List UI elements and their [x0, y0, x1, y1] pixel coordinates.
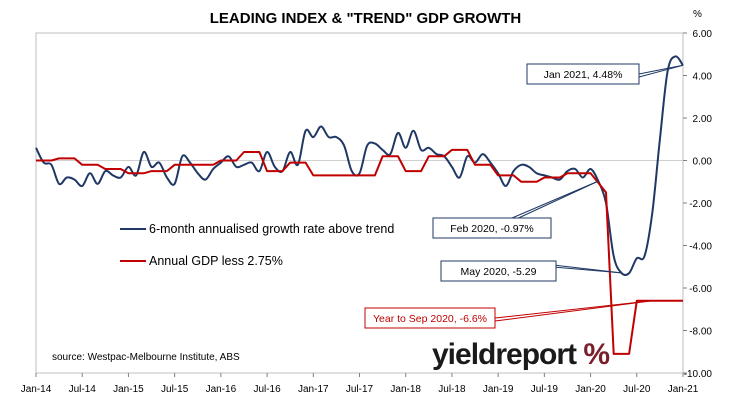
x-tick-label: Jul-20 [623, 384, 651, 395]
annotation-box-4 [364, 307, 496, 329]
y-tick-label: -2.00 [689, 199, 712, 210]
x-tick-label: Jul-16 [253, 384, 281, 395]
annotation-box-3 [440, 260, 557, 282]
y-tick-label: -8.00 [689, 327, 712, 338]
x-tick-label: Jan-16 [206, 384, 237, 395]
annotation-leader-b-1 [638, 64, 684, 78]
logo-text: yieldreport [432, 338, 577, 371]
y-tick-label: -4.00 [689, 242, 712, 253]
y-tick-label: 4.00 [693, 72, 713, 83]
series-line-2 [36, 148, 683, 355]
legend-label-1: 6-month annualised growth rate above tre… [149, 222, 394, 236]
annotation-box-1 [526, 63, 640, 85]
annotation-label-4: Year to Sep 2020, -6.6% [373, 313, 487, 325]
source-note: source: Westpac-Melbourne Institute, ABS [52, 352, 240, 363]
x-tick-label: Jan-20 [575, 384, 606, 395]
x-tick-label: Jan-21 [668, 384, 699, 395]
legend-label-2: Annual GDP less 2.75% [149, 254, 283, 268]
x-tick-label: Jan-18 [390, 384, 421, 395]
y-tick-label: 0.00 [693, 157, 713, 168]
y-tick-label: 2.00 [693, 114, 713, 125]
logo-percent-icon: % [583, 338, 610, 371]
x-tick-label: Jan-15 [113, 384, 144, 395]
x-tick-label: Jul-15 [161, 384, 189, 395]
x-tick-label: Jan-19 [483, 384, 514, 395]
annotation-box-2 [432, 217, 552, 239]
x-tick-label: Jan-14 [21, 384, 52, 395]
yieldreport-logo: yieldreport % [432, 338, 610, 372]
y-axis-unit: % [693, 9, 702, 20]
annotation-leader-b-2 [511, 180, 599, 222]
y-tick-label: 6.00 [693, 29, 713, 40]
y-tick-label: -6.00 [689, 284, 712, 295]
x-tick-label: Jan-17 [298, 384, 329, 395]
series-line-1 [35, 55, 684, 276]
x-tick-label: Jul-14 [69, 384, 97, 395]
annotation-leader-b-4 [494, 300, 653, 322]
x-tick-label: Jul-17 [346, 384, 374, 395]
annotation-label-3: May 2020, -5.29 [461, 266, 537, 278]
annotation-label-2: Feb 2020, -0.97% [450, 223, 533, 235]
x-tick-label: Jul-18 [438, 384, 466, 395]
y-tick-label: -10.00 [684, 369, 713, 380]
chart-title: LEADING INDEX & "TREND" GDP GROWTH [209, 10, 522, 27]
x-tick-label: Jul-19 [531, 384, 559, 395]
annotation-label-1: Jan 2021, 4.48% [544, 69, 623, 81]
